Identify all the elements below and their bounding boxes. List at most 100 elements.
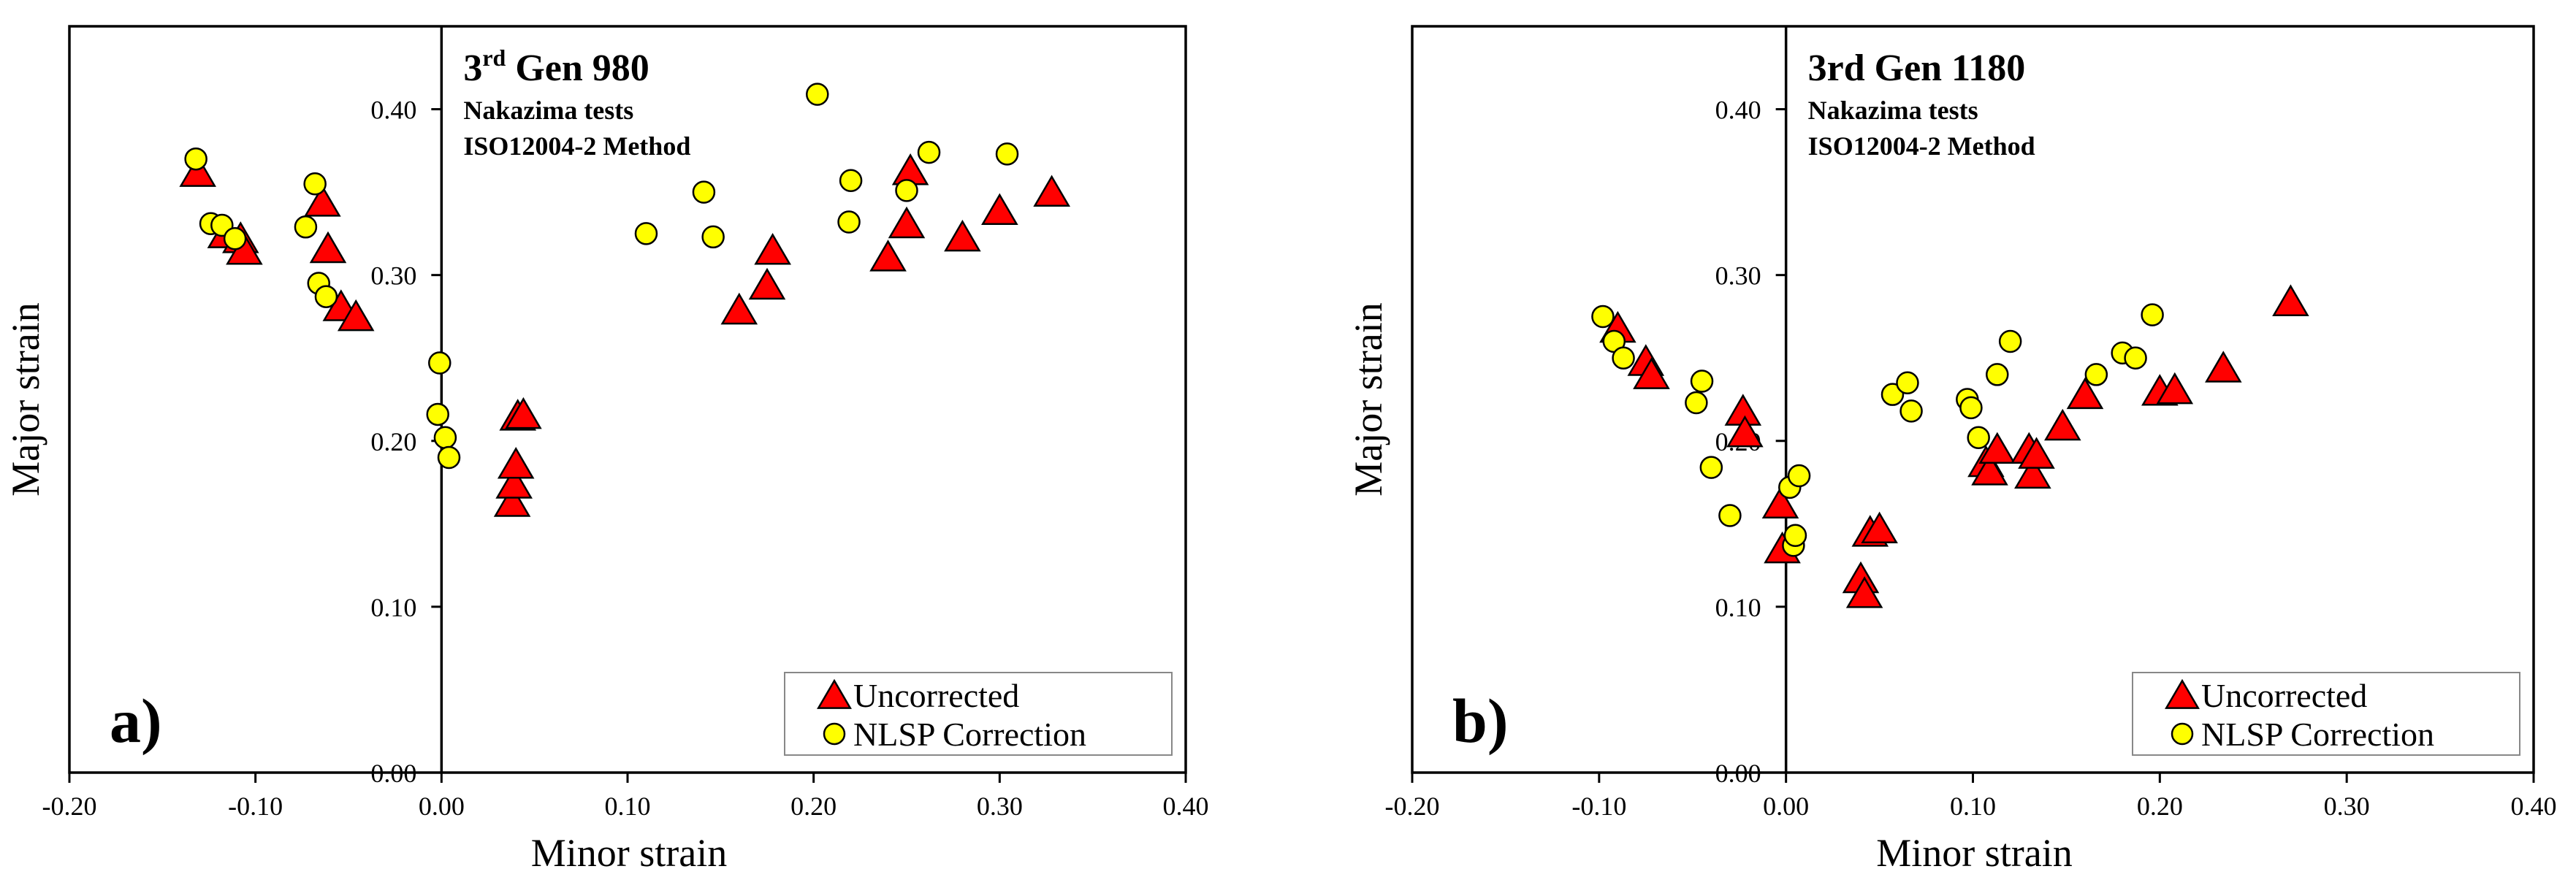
- chart-subtitle: ISO12004-2 Method: [1808, 131, 2035, 161]
- chart-subtitle: ISO12004-2 Method: [463, 131, 690, 161]
- panel-label: b): [1452, 686, 1508, 756]
- x-tick-label: -0.10: [228, 792, 283, 821]
- x-axis-title: Minor strain: [531, 831, 727, 875]
- data-point-triangle: [869, 240, 907, 272]
- data-point-triangle: [1633, 357, 1670, 389]
- data-point-triangle: [754, 233, 791, 265]
- data-point-circle: [1783, 524, 1807, 547]
- data-point-triangle: [505, 397, 542, 429]
- data-point-triangle: [179, 155, 216, 187]
- chart-title: 3rd Gen 980: [463, 45, 649, 89]
- data-point-circle: [184, 147, 207, 171]
- series-nlsp-correction: [1591, 303, 2164, 557]
- legend-marker-circle: [823, 722, 846, 746]
- legend-marker-triangle: [2165, 678, 2200, 709]
- y-tick-label: 0.10: [1715, 593, 1761, 622]
- data-point-circle: [426, 402, 449, 426]
- y-tick-label: 0.40: [1715, 96, 1761, 125]
- data-point-circle: [837, 210, 861, 234]
- y-tick-label: 0.40: [370, 96, 416, 125]
- data-point-triangle: [1861, 511, 1898, 544]
- data-point-triangle: [2014, 456, 2051, 489]
- data-point-triangle: [2066, 377, 2104, 410]
- y-tick-label: 0.00: [370, 759, 416, 788]
- data-point-circle: [314, 285, 338, 308]
- data-point-circle: [2124, 346, 2147, 369]
- data-point-circle: [1612, 346, 1635, 369]
- data-point-circle: [2141, 303, 2164, 326]
- data-point-circle: [437, 445, 461, 470]
- x-tick-label: 0.40: [1163, 792, 1209, 821]
- data-point-circle: [1998, 329, 2022, 353]
- data-point-circle: [303, 172, 327, 196]
- data-point-circle: [433, 426, 457, 449]
- data-point-triangle: [944, 219, 981, 252]
- data-point-circle: [692, 180, 716, 204]
- chart-subtitle: Nakazima tests: [463, 96, 633, 125]
- x-tick-label: 0.00: [1763, 792, 1809, 821]
- series-uncorrected: [179, 153, 1070, 517]
- data-point-circle: [1699, 456, 1723, 479]
- data-point-triangle: [888, 206, 926, 239]
- data-point-triangle: [304, 185, 341, 217]
- data-point-circle: [223, 226, 247, 250]
- series-uncorrected: [1599, 284, 2309, 608]
- x-tick-label: 0.10: [1950, 792, 1996, 821]
- data-point-circle: [1896, 371, 1919, 395]
- x-axis-title: Minor strain: [1876, 831, 2072, 875]
- legend-box: [2132, 672, 2520, 756]
- data-point-circle: [701, 225, 725, 249]
- data-point-circle: [1718, 504, 1742, 527]
- chart-title: 3rd Gen 1180: [1808, 47, 2026, 89]
- data-point-circle: [1787, 464, 1811, 488]
- series-nlsp-correction: [184, 83, 1019, 470]
- y-tick-label: 0.00: [1715, 759, 1761, 788]
- data-point-circle: [1685, 391, 1708, 415]
- y-axis-title: Major strain: [1346, 302, 1390, 496]
- data-point-circle: [294, 215, 318, 239]
- legend-label: Uncorrected: [853, 677, 1019, 714]
- chart-title-prefix: 3: [463, 47, 482, 89]
- data-point-triangle: [1761, 486, 1799, 519]
- data-point-triangle: [1971, 453, 2008, 486]
- x-tick-label: -0.20: [42, 792, 97, 821]
- legend-label: NLSP Correction: [2201, 716, 2434, 753]
- data-point-triangle: [1978, 432, 2016, 464]
- y-tick-label: 0.10: [370, 593, 416, 622]
- legend-box: [784, 672, 1173, 756]
- x-tick-label: 0.30: [2324, 792, 2370, 821]
- legend-marker-triangle: [817, 678, 852, 709]
- data-point-circle: [806, 83, 829, 106]
- x-tick-label: 0.20: [2137, 792, 2183, 821]
- data-point-triangle: [2018, 437, 2055, 469]
- data-point-circle: [1967, 426, 1990, 449]
- chart-title-superscript: rd: [482, 45, 506, 71]
- data-point-triangle: [2156, 372, 2194, 405]
- y-axis-title: Major strain: [4, 302, 47, 496]
- data-point-triangle: [748, 267, 786, 300]
- data-point-triangle: [497, 447, 535, 479]
- data-point-circle: [634, 222, 658, 245]
- panel-label: a): [110, 686, 162, 756]
- data-point-circle: [1880, 383, 1905, 406]
- x-tick-label: 0.10: [605, 792, 651, 821]
- chart-title-suffix: Gen 980: [506, 47, 649, 89]
- data-point-triangle: [495, 467, 533, 499]
- chart-subtitle: Nakazima tests: [1808, 96, 1978, 125]
- y-tick-label: 0.30: [1715, 261, 1761, 291]
- x-tick-label: -0.20: [1385, 792, 1440, 821]
- data-point-triangle: [2272, 284, 2309, 316]
- data-point-circle: [1986, 363, 2009, 386]
- legend-marker-circle: [2171, 722, 2194, 746]
- x-tick-label: -0.10: [1571, 792, 1626, 821]
- data-point-triangle: [309, 231, 347, 264]
- chart-panel-a: -0.20 -0.10 0.00 0.10 0.20 0.30 0.40 0.00 0.10 0.…: [4, 25, 1209, 875]
- data-point-triangle: [981, 193, 1018, 226]
- data-point-triangle: [1726, 415, 1764, 448]
- data-point-circle: [1591, 305, 1615, 329]
- data-point-circle: [895, 179, 918, 202]
- data-point-circle: [839, 169, 863, 192]
- data-point-circle: [1690, 369, 1714, 393]
